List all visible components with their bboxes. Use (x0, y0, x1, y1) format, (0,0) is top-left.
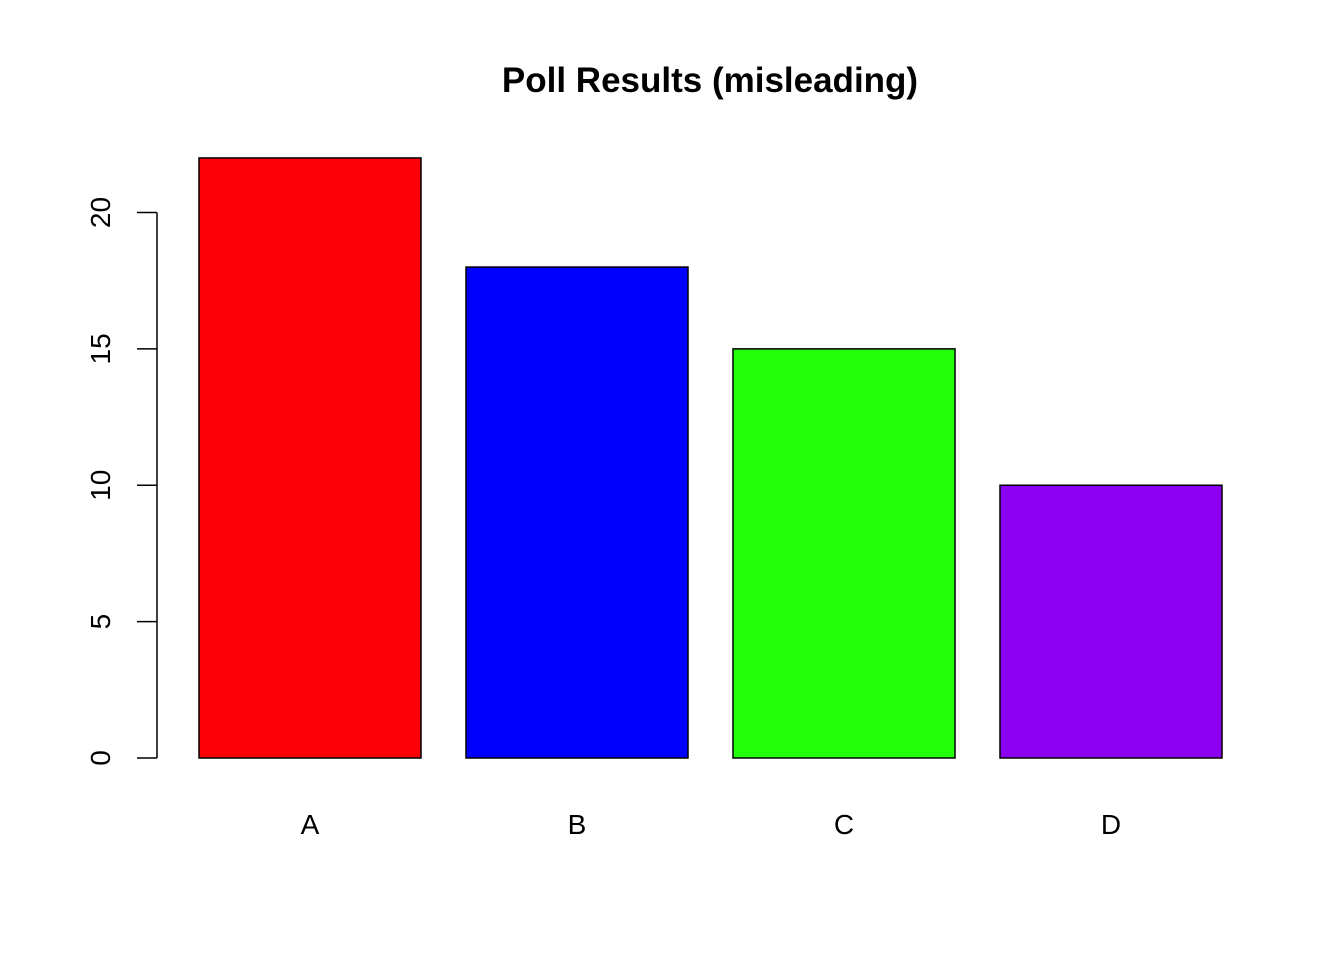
bars-group (198, 157, 1223, 759)
x-tick-label-b: B (568, 809, 587, 840)
x-tick-label-c: C (834, 809, 854, 840)
bar-c (732, 348, 956, 759)
y-tick-label-5: 5 (85, 614, 116, 630)
x-axis-labels: A B C D (301, 809, 1121, 840)
chart-title: Poll Results (misleading) (502, 61, 918, 100)
y-axis: 0 5 10 15 20 (85, 197, 158, 766)
x-tick-label-a: A (301, 809, 320, 840)
y-tick-label-15: 15 (85, 333, 116, 364)
bar-a (198, 157, 422, 759)
y-tick-label-10: 10 (85, 470, 116, 501)
y-tick-label-20: 20 (85, 197, 116, 228)
bar-b (465, 266, 689, 759)
x-tick-label-d: D (1101, 809, 1121, 840)
bar-d (999, 484, 1223, 759)
y-tick-label-0: 0 (85, 750, 116, 766)
